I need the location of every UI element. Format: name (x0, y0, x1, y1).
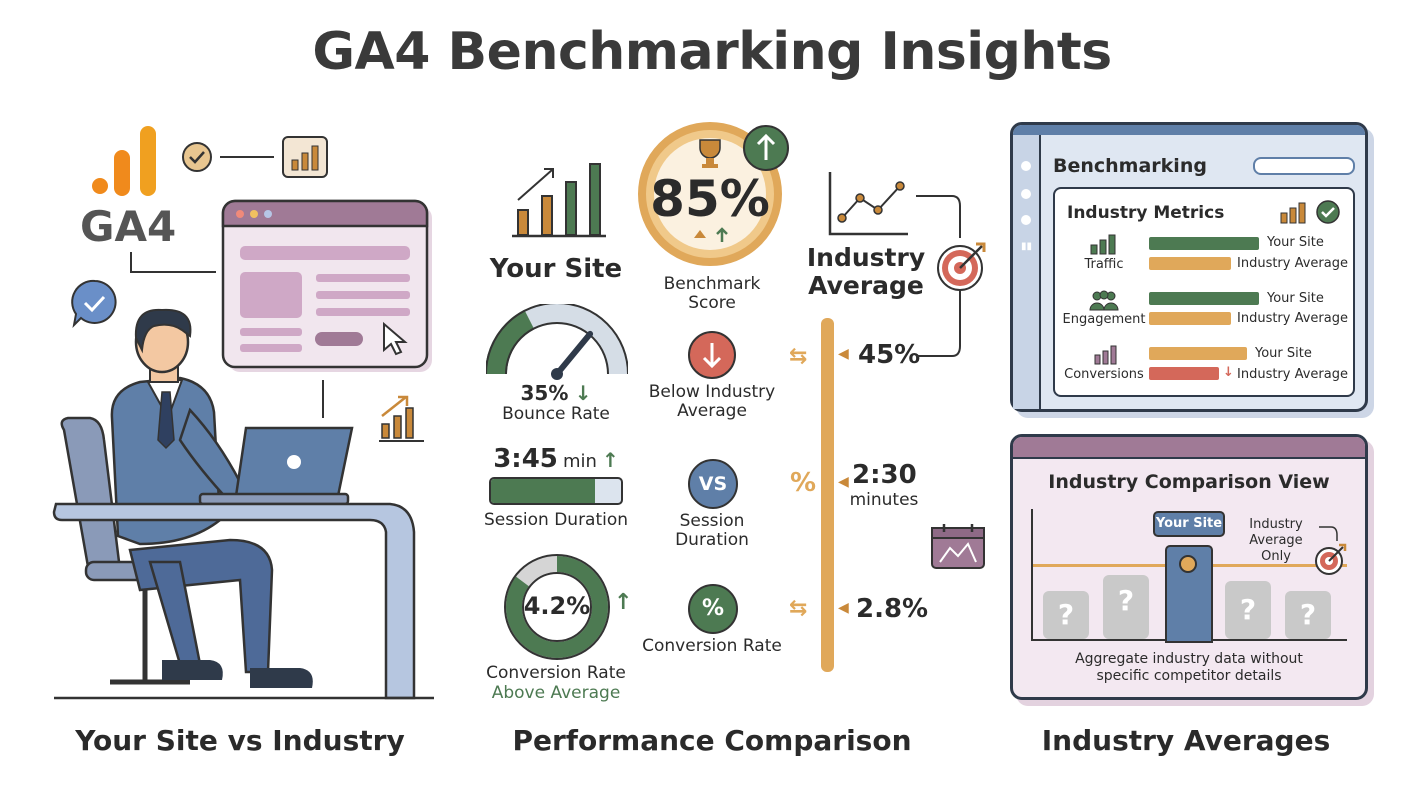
engagement-industry-bar (1149, 312, 1231, 325)
chat-check-icon (71, 279, 117, 328)
session-duration-label: Session Duration (483, 510, 629, 530)
benchmark-score-badge (638, 122, 789, 266)
industry-average-only-label: Industry Average Only (1249, 517, 1303, 564)
arrow-up-icon: ↑ (602, 448, 619, 472)
bounce-rate-label: Bounce Rate (502, 404, 610, 424)
session-duration-bar (489, 477, 623, 505)
industry-average-heading: Industry Average (806, 243, 926, 300)
growth-chart-icon (379, 395, 424, 442)
check-circle-icon (1316, 200, 1340, 224)
traffic-your-site-bar (1149, 237, 1259, 250)
conversion-rate-value: 4.2% (523, 592, 591, 620)
bounce-rate-value: 35% (520, 381, 569, 405)
percent-icon: % (790, 468, 817, 498)
ga4-logo-text: GA4 (80, 202, 177, 251)
arrow-down-circle-icon (688, 331, 736, 379)
calendar-chart-icon (931, 524, 985, 569)
traffic-your-site-label: Your Site (1267, 235, 1324, 250)
benchmark-score-label: Benchmark Score (663, 274, 761, 313)
metric-label-traffic: Traffic (1084, 257, 1124, 272)
conversions-your-site-bar (1149, 347, 1247, 360)
bar-chart-icon (1280, 202, 1306, 224)
arrow-down-icon: ↓ (1223, 365, 1234, 380)
below-industry-label: Below Industry Average (648, 382, 776, 421)
swap-arrows-icon: ⇆ (789, 596, 808, 621)
conversions-industry-label: Industry Average (1237, 367, 1348, 382)
pointer-icon: ◀ (838, 600, 849, 616)
session-duration-unit: min (562, 451, 597, 472)
browser-window-illustration (221, 199, 432, 372)
industry-comparison-panel: Industry Comparison View ? ? ? ? Your Si… (1010, 434, 1368, 700)
conversion-rate-ring (504, 554, 610, 660)
arrow-down-icon: ↓ (574, 381, 592, 405)
industry-conversion-value: 2.8% (856, 594, 929, 624)
conversions-your-site-label: Your Site (1255, 346, 1312, 361)
page-title: GA4 Benchmarking Insights (312, 22, 1112, 82)
benchmarking-panel: ▮▮ Benchmarking Industry Metrics Traffic… (1010, 122, 1368, 412)
your-site-chart-icon (512, 163, 606, 238)
connector-line (220, 156, 274, 158)
your-site-heading: Your Site (489, 254, 623, 284)
unknown-competitor-bar: ? (1043, 591, 1089, 639)
industry-metrics-card: Industry Metrics Traffic Your Site Indus… (1053, 187, 1355, 397)
session-duration-fill (491, 479, 595, 503)
conversions-icon (1094, 345, 1117, 365)
industry-metrics-title: Industry Metrics (1067, 203, 1225, 223)
connector-line (130, 252, 216, 273)
bar-chart-icon (282, 136, 328, 178)
vs-badge: VS (688, 459, 738, 509)
traffic-icon (1090, 234, 1116, 255)
metric-label-engagement: Engagement (1062, 312, 1146, 327)
unknown-competitor-bar: ? (1103, 575, 1149, 639)
unknown-competitor-bar: ? (1285, 591, 1331, 639)
traffic-industry-bar (1149, 257, 1231, 270)
engagement-people-icon (1089, 290, 1119, 311)
analyst-at-desk-illustration (52, 308, 434, 700)
pointer-icon: ◀ (838, 474, 849, 490)
engagement-industry-label: Industry Average (1237, 311, 1348, 326)
benchmarking-panel-title: Benchmarking (1053, 155, 1207, 177)
target-icon (937, 242, 986, 291)
caption-industry-averages: Industry Averages (1041, 724, 1331, 757)
traffic-industry-label: Industry Average (1237, 256, 1348, 271)
conversions-industry-bar (1149, 367, 1219, 380)
industry-session-value: 2:30 (852, 460, 917, 490)
industry-session-unit: minutes (849, 490, 919, 510)
your-site-tag: Your Site (1153, 511, 1225, 537)
session-duration-value: 3:45 (493, 444, 558, 474)
caption-performance-comparison: Performance Comparison (512, 724, 912, 757)
marker-dot (1179, 555, 1197, 573)
pointer-icon: ◀ (838, 346, 849, 362)
comparison-footer-text: Aggregate industry data without specific… (1075, 651, 1303, 684)
engagement-your-site-label: Your Site (1267, 291, 1324, 306)
conversion-rate-compare-label: Conversion Rate (642, 636, 782, 656)
arrow-up-icon: ↑ (614, 590, 633, 615)
ga4-logo-icon (92, 126, 156, 196)
industry-trend-icon (828, 172, 908, 236)
industry-comparison-title: Industry Comparison View (1048, 471, 1330, 493)
unknown-competitor-bar: ? (1225, 581, 1271, 639)
connector-line (322, 380, 324, 418)
percent-badge: % (688, 584, 738, 634)
check-circle-icon (182, 142, 212, 172)
search-box[interactable] (1253, 157, 1355, 175)
conversion-rate-note: Above Average (491, 683, 621, 703)
session-duration-compare-label: Session Duration (675, 511, 749, 550)
industry-average-axis (821, 318, 834, 672)
metric-label-conversions: Conversions (1064, 367, 1144, 382)
target-icon (1315, 526, 1347, 575)
conversion-rate-label: Conversion Rate (486, 663, 626, 683)
industry-bounce-value: 45% (858, 340, 921, 370)
engagement-your-site-bar (1149, 292, 1259, 305)
swap-arrows-icon: ⇆ (789, 344, 808, 369)
benchmark-score-value: 85% (650, 170, 770, 228)
caption-your-site-vs-industry: Your Site vs Industry (75, 724, 405, 757)
bounce-rate-gauge (486, 304, 628, 380)
connector-line (916, 195, 961, 357)
